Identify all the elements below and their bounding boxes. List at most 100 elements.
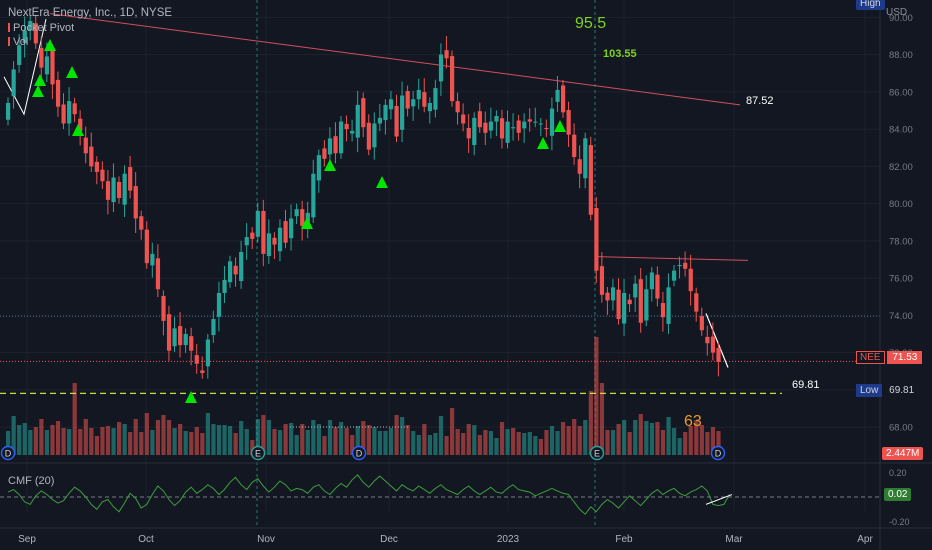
volume-bars (6, 337, 721, 455)
candle-body (538, 123, 543, 125)
earnings-icon (250, 445, 266, 461)
cmf-pane: 0.20 -0.20 (0, 468, 910, 527)
candle-body (616, 289, 621, 320)
candle-body (605, 292, 610, 301)
volume-bar (594, 337, 599, 455)
candle-body (105, 181, 111, 200)
candle-body (405, 91, 410, 109)
volume-bar (28, 430, 33, 455)
nee-ticker: NEE (856, 351, 885, 364)
volume-bar (450, 408, 455, 455)
pocket-pivot-label: Pocket Pivot (13, 22, 75, 34)
drawn-lines (0, 13, 782, 428)
volume-bar (383, 431, 388, 455)
volume-bar (549, 426, 555, 455)
candle-body (150, 253, 155, 266)
y-tick-label: 68.00 (889, 423, 913, 434)
volume-bar (633, 420, 638, 455)
pocket-pivot-legend[interactable]: Pocket Pivot (8, 22, 74, 35)
trend-line (49, 13, 741, 106)
volume-bar (55, 421, 61, 455)
candle-body (83, 137, 88, 154)
dividend-icon (0, 445, 16, 461)
candle-body (205, 339, 210, 367)
volume-bar (211, 424, 216, 455)
candle-body (350, 130, 355, 134)
volume-bar (194, 427, 199, 455)
candle-body (322, 148, 327, 159)
candle-body (683, 262, 688, 269)
pocket-pivot-triangle (32, 85, 44, 97)
y-tick-label: 86.00 (889, 87, 913, 98)
volume-bar (538, 439, 543, 455)
candle-body (111, 177, 116, 203)
candle-body (327, 138, 333, 155)
volume-bar (422, 424, 427, 455)
x-tick-label: Apr (857, 534, 873, 545)
volume-bar (411, 431, 416, 455)
candle-body (660, 303, 666, 318)
volume-bar (466, 424, 471, 455)
volume-bar (599, 383, 605, 455)
volume-bar (405, 425, 410, 455)
candle-body (516, 120, 521, 133)
volume-bar (239, 421, 244, 455)
annotation-103-55: 103.55 (603, 48, 637, 60)
candle-body (588, 145, 593, 215)
candle-body (44, 56, 50, 75)
candle-body (33, 23, 38, 44)
wedge-line (3, 19, 47, 116)
volume-bar (283, 424, 288, 455)
volume-bar (339, 422, 344, 455)
volume-bar (433, 433, 438, 455)
candle-body (655, 274, 660, 299)
pocket-pivot-triangle (301, 217, 313, 229)
candle-body (583, 138, 588, 179)
volume-bar (477, 435, 482, 455)
annotation-63: 63 (684, 413, 702, 430)
y-tick-label: 76.00 (889, 274, 913, 285)
candle-body (294, 209, 299, 217)
volume-bar (327, 420, 333, 455)
candle-body (622, 292, 627, 324)
pocket-pivot-triangle (44, 39, 56, 51)
candle-body (383, 104, 388, 121)
volume-bar (200, 433, 205, 455)
volume-bar (50, 425, 55, 455)
volume-bar (216, 425, 222, 455)
volume-bar (683, 432, 688, 455)
volume-bar (83, 419, 88, 455)
annotation-87-52: 87.52 (746, 95, 774, 107)
candle-body (610, 287, 616, 301)
candle-body (283, 221, 288, 243)
volume-bar (183, 431, 188, 455)
volume-bar (444, 436, 449, 455)
candle-body (161, 295, 166, 321)
candle-body (11, 69, 16, 97)
candle-body (78, 118, 83, 131)
candle-body (672, 270, 677, 281)
volume-bar (316, 424, 321, 455)
candle-body (638, 279, 643, 323)
candle-body (566, 110, 571, 135)
candle-body (427, 102, 432, 112)
candle-body (200, 370, 205, 374)
volume-bar (488, 431, 494, 455)
candle-body (411, 99, 416, 107)
volume-bar (244, 429, 249, 455)
candle-body (261, 211, 266, 254)
candle-body (300, 209, 305, 226)
candle-body (139, 216, 144, 230)
candle-body (466, 127, 471, 139)
candle-body (28, 21, 33, 31)
volume-legend[interactable]: Vol (8, 36, 28, 49)
volume-bar (638, 414, 643, 455)
volume-bar (666, 417, 671, 455)
x-tick-label: Feb (615, 534, 633, 545)
volume-bar (361, 421, 366, 455)
candle-body (511, 127, 516, 129)
candle-body (494, 116, 499, 122)
volume-bar (716, 431, 721, 455)
candle-body (244, 237, 249, 246)
